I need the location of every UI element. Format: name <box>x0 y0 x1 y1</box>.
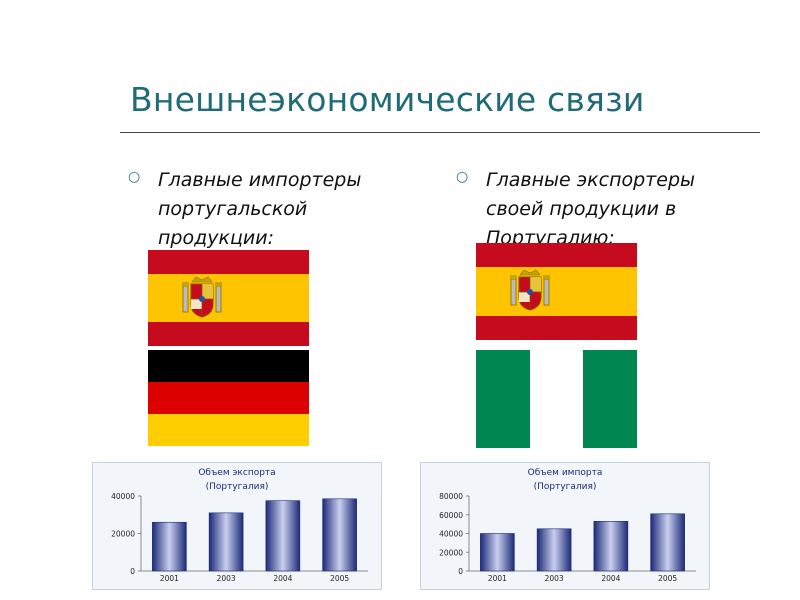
bullet-circle-icon: ○ <box>456 169 469 185</box>
y-tick-label: 40000 <box>111 492 135 501</box>
import-chart: Объем импорта (Португалия) 80000 60000 40000… <box>420 462 710 590</box>
bar <box>536 528 572 572</box>
export-chart: Объем экспорта (Португалия) 40000 20000 0 200… <box>92 462 382 590</box>
y-tick-label: 40000 <box>439 530 463 539</box>
title-divider <box>120 132 760 133</box>
x-tick-label: 2001 <box>488 574 507 583</box>
spain-flag <box>148 250 309 346</box>
chart-title-line: (Португалия) <box>534 482 597 492</box>
x-tick-label: 2005 <box>658 574 677 583</box>
y-tick-label: 60000 <box>439 511 463 520</box>
bar <box>265 500 301 572</box>
chart-title-line: Объем экспорта <box>198 468 275 478</box>
chart-title-line: Объем импорта <box>528 468 603 478</box>
slide-title: Внешнеэкономические связи <box>130 80 645 119</box>
bar <box>650 513 685 572</box>
import-bar-chart: Объем импорта (Португалия) 80000 60000 40000… <box>439 468 696 583</box>
bar <box>152 521 187 572</box>
x-tick-label: 2001 <box>160 574 179 583</box>
chart-title-line: (Португалия) <box>206 482 269 492</box>
y-tick-label: 0 <box>130 567 135 576</box>
bullet-circle-icon: ○ <box>128 169 141 185</box>
x-tick-label: 2004 <box>601 574 620 583</box>
spain-flag <box>476 243 637 340</box>
x-tick-label: 2003 <box>217 574 236 583</box>
y-tick-label: 0 <box>458 567 463 576</box>
spain-coat-of-arms-icon <box>182 276 222 318</box>
x-tick-label: 2003 <box>545 574 564 583</box>
spain-coat-of-arms-icon <box>510 269 550 311</box>
bar <box>593 521 629 572</box>
y-tick-label: 20000 <box>111 530 135 539</box>
germany-flag <box>148 350 309 446</box>
bar <box>322 498 357 572</box>
export-bar-chart: Объем экспорта (Португалия) 40000 20000 0 200… <box>111 468 368 583</box>
nigeria-flag <box>476 350 637 448</box>
x-tick-label: 2005 <box>330 574 349 583</box>
bar <box>208 512 244 572</box>
bar <box>480 533 515 572</box>
y-tick-label: 80000 <box>439 492 463 501</box>
y-tick-label: 20000 <box>439 548 463 557</box>
bullet-importers-text: Главные импортеры португальской продукци… <box>158 169 362 249</box>
bullet-exporters-text: Главные экспортеры своей продукции в Пор… <box>486 169 695 249</box>
x-tick-label: 2004 <box>273 574 292 583</box>
